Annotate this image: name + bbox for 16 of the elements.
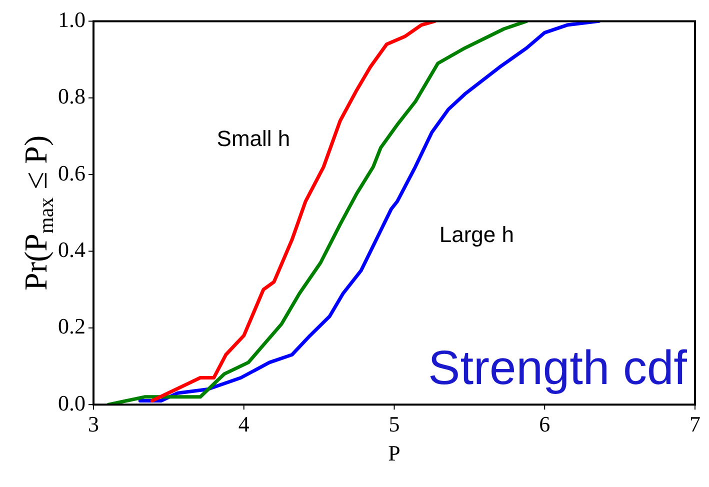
annotation: Large h	[439, 222, 514, 247]
x-tick-label: 4	[238, 412, 250, 437]
x-axis-title: P	[388, 440, 400, 466]
x-tick-label: 7	[690, 412, 700, 437]
x-tick-label: 3	[88, 412, 99, 437]
y-tick-label: 0.4	[58, 237, 86, 262]
y-tick-label: 0.2	[58, 314, 86, 339]
x-tick-label: 6	[539, 412, 550, 437]
y-tick-label: 0.0	[58, 390, 86, 416]
x-tick-label: 5	[388, 412, 400, 437]
annotation: Small h	[216, 126, 290, 152]
annotation: Strength cdf	[428, 342, 688, 395]
y-tick-label: 0.8	[58, 84, 86, 109]
y-tick-label: 0.6	[58, 160, 86, 186]
y-tick-label: 1.0	[58, 6, 86, 32]
y-axis-title: Pr(Pmax ≤ P)	[17, 135, 58, 290]
